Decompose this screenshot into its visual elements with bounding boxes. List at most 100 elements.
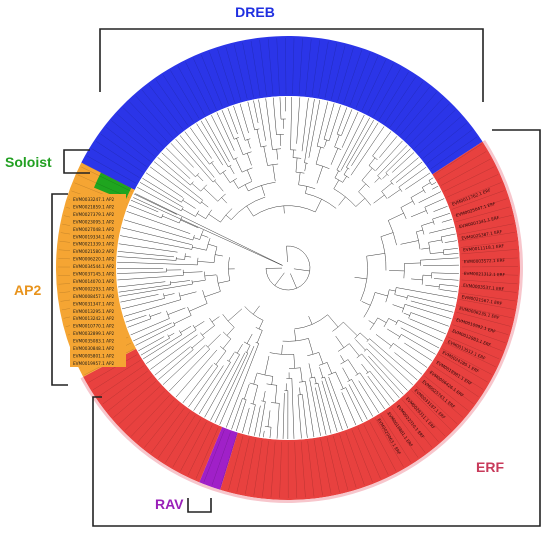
leaf-tile-divider [445, 342, 496, 367]
tree-branch [401, 304, 406, 313]
tree-branch [334, 170, 339, 178]
tree-branch [202, 325, 215, 336]
tree-branch [202, 290, 208, 304]
tree-branch [133, 193, 177, 215]
tree-branch [361, 301, 371, 306]
tree-branch [220, 208, 233, 223]
tree-branch [366, 370, 370, 375]
tree-branch [409, 318, 446, 335]
tree-branch [139, 182, 183, 208]
leaf-tile-divider [453, 198, 508, 216]
tree-branch [215, 350, 227, 365]
tree-branch [261, 400, 266, 402]
tree-branch [179, 135, 215, 178]
tree-branch [253, 305, 260, 315]
tree-branch [248, 404, 256, 435]
tree-branch [410, 210, 427, 218]
tree-branch [138, 336, 165, 352]
tree-branch [361, 180, 370, 188]
leaf-tile-divider [236, 437, 250, 493]
leaf-tile-divider [279, 441, 282, 498]
tree-branch [395, 294, 408, 298]
tree-branch [433, 278, 459, 281]
tree-branch [443, 248, 458, 251]
leaf-tile-divider [459, 232, 516, 242]
tree-branch [385, 148, 411, 173]
tree-branch [121, 227, 192, 245]
tree-branch [294, 329, 296, 341]
tree-branch [244, 184, 249, 192]
tree-branch [276, 403, 280, 439]
leaf-tile-divider [220, 434, 237, 488]
tree-branch [444, 253, 459, 255]
leaf-tile-divider [97, 365, 145, 398]
tree-branch [236, 399, 247, 432]
tree-branch [328, 376, 348, 429]
tree-branch [290, 273, 297, 289]
tree-branch [258, 99, 266, 141]
leaf-tile-divider [444, 166, 495, 192]
tree-branch [282, 338, 309, 342]
tree-branch [274, 272, 285, 286]
leaf-tile-divider [148, 84, 183, 130]
tree-branch [226, 327, 235, 336]
tree-branch [256, 330, 263, 343]
ap2-leaf-label: EVM0008457.1 AP2 [73, 294, 114, 299]
leaf-tile-divider [337, 47, 354, 102]
leaf-tile-divider [461, 249, 518, 255]
tree-branch [423, 264, 459, 266]
leaf-tile-divider [131, 395, 170, 437]
ap2-leaf-label: EVM0030848.1 AP2 [73, 346, 114, 351]
leaf-tile-divider [380, 414, 412, 463]
tree-branch [336, 114, 365, 171]
tree-branch [225, 214, 232, 220]
tree-branch [324, 139, 327, 147]
leaf-tile-divider [117, 113, 159, 152]
tree-inner-area [116, 96, 460, 440]
tree-branch [400, 327, 440, 349]
tree-branch [272, 148, 282, 150]
leaf-tile-divider [373, 67, 402, 117]
tree-branch [421, 221, 434, 226]
tree-branch [396, 287, 457, 299]
leaf-tile-divider [460, 240, 517, 248]
tree-branch [366, 348, 408, 391]
tree-branch [356, 353, 362, 359]
tree-branch [342, 176, 347, 183]
ap2-leaf-label: EVM0033247.1 AP2 [73, 197, 114, 202]
ap2-leaf-label: EVM0006220.1 AP2 [73, 257, 114, 262]
leaf-tile-divider [430, 136, 478, 169]
leaf-tile-divider [351, 429, 373, 482]
tree-branch [226, 343, 259, 428]
tree-branch [130, 199, 159, 213]
tree-branch [249, 382, 258, 386]
tree-branch [308, 363, 313, 378]
leaf-tile-divider [457, 305, 513, 319]
leaf-tile-divider [459, 299, 515, 310]
tree-branch [126, 211, 191, 234]
leaf-tile-divider [396, 403, 433, 448]
leaf-tile-divider [435, 359, 484, 390]
tree-branch [340, 117, 370, 171]
tree-branch [157, 157, 191, 186]
tree-branch [411, 278, 423, 281]
tree-branch [227, 308, 243, 322]
erf-leaf-label: EVM0003572.1 ERF [464, 258, 506, 264]
tree-branch [318, 352, 324, 365]
tree-branch [293, 354, 295, 369]
leaf-tile-divider [233, 44, 248, 99]
ring-sector-erf [83, 348, 223, 483]
tree-branch [368, 320, 375, 325]
tree-branch [390, 181, 394, 185]
tree-branch [367, 375, 390, 406]
tree-branch [221, 110, 235, 140]
tree-branch [261, 185, 266, 196]
tree-branch [196, 123, 224, 166]
tree-branch [192, 279, 206, 283]
tree-branch [405, 172, 431, 190]
leaf-tile-divider [158, 411, 190, 458]
tree-branch [271, 376, 274, 385]
tree-branch [247, 153, 252, 166]
leaf-tile-divider [170, 70, 200, 119]
